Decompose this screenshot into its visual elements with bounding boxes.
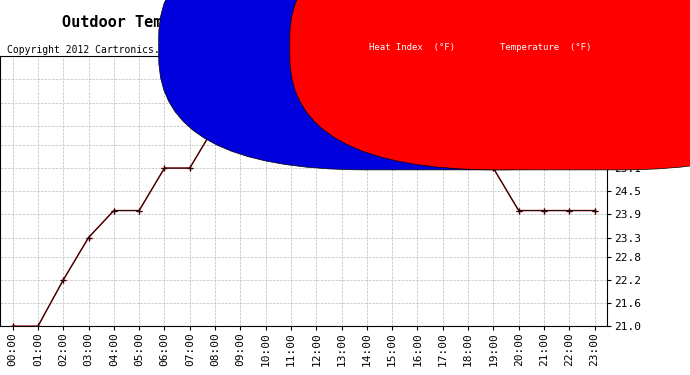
Text: Temperature  (°F): Temperature (°F) [500, 43, 591, 52]
Text: Heat Index  (°F): Heat Index (°F) [369, 43, 455, 52]
Text: Copyright 2012 Cartronics.com: Copyright 2012 Cartronics.com [7, 45, 177, 55]
Text: Outdoor Temperature vs Heat Index (24 Hours) 20121224: Outdoor Temperature vs Heat Index (24 Ho… [62, 15, 545, 30]
